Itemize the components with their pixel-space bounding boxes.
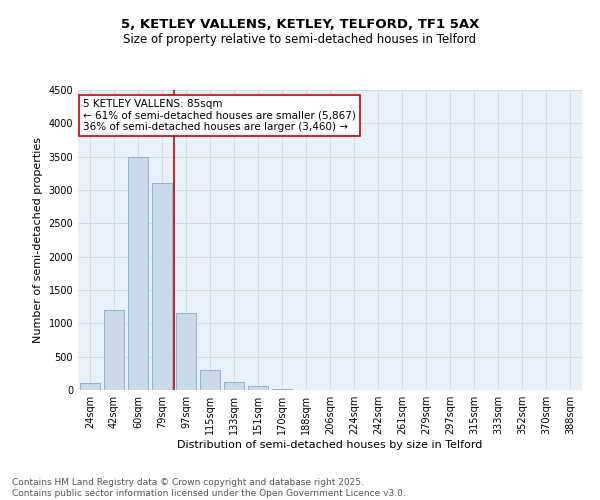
Bar <box>128 156 148 390</box>
Text: Contains HM Land Registry data © Crown copyright and database right 2025.
Contai: Contains HM Land Registry data © Crown c… <box>12 478 406 498</box>
Bar <box>152 184 172 390</box>
Y-axis label: Number of semi-detached properties: Number of semi-detached properties <box>33 137 43 343</box>
X-axis label: Distribution of semi-detached houses by size in Telford: Distribution of semi-detached houses by … <box>178 440 482 450</box>
Text: Size of property relative to semi-detached houses in Telford: Size of property relative to semi-detach… <box>124 32 476 46</box>
Bar <box>176 314 196 390</box>
Text: 5 KETLEY VALLENS: 85sqm
← 61% of semi-detached houses are smaller (5,867)
36% of: 5 KETLEY VALLENS: 85sqm ← 61% of semi-de… <box>83 99 356 132</box>
Bar <box>248 386 268 390</box>
Text: 5, KETLEY VALLENS, KETLEY, TELFORD, TF1 5AX: 5, KETLEY VALLENS, KETLEY, TELFORD, TF1 … <box>121 18 479 30</box>
Bar <box>224 382 244 390</box>
Bar <box>80 384 100 390</box>
Bar <box>104 310 124 390</box>
Bar <box>200 370 220 390</box>
